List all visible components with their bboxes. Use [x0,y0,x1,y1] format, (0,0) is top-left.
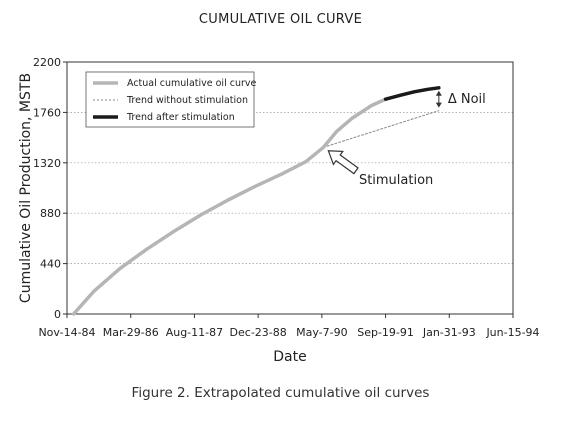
y-tick-label: 0 [54,308,61,321]
y-tick-label: 1760 [33,106,61,119]
series-line-2 [383,86,441,101]
x-tick-label: Mar-29-86 [103,326,159,339]
annotations: Stimulation Δ Noil [327,90,486,188]
x-axis-label: Date [273,349,306,365]
y-tick-label: 440 [40,258,61,271]
x-tick-label: Jun-15-94 [485,326,539,339]
y-tick-label: 2200 [33,56,61,69]
stimulation-arrow [327,150,359,175]
legend-label-actual: Actual cumulative oil curve [127,78,256,89]
x-tick-label: Sep-19-91 [357,326,414,339]
legend-label-trend-without: Trend without stimulation [126,95,248,106]
legend-label-trend-after: Trend after stimulation [126,112,235,123]
x-tick-label: Dec-23-88 [230,326,287,339]
delta-arrow-head-bottom [435,102,442,108]
grid-lines [67,112,513,264]
y-axis-label: Cumulative Oil Production, MSTB [18,73,34,303]
x-axis: Nov-14-84 Mar-29-86 Aug-11-87 Dec-23-88 May-… [38,314,540,339]
y-tick-label: 880 [40,207,61,220]
y-axis: 0 440 880 1320 1760 2200 [33,56,67,321]
x-tick-label: May-7-90 [296,326,347,339]
delta-arrow-head-top [435,90,442,96]
series-line-0 [71,97,388,316]
delta-noil-label: Δ Noil [448,92,486,107]
series-layer [71,86,441,316]
figure-caption: Figure 2. Extrapolated cumulative oil cu… [131,385,430,401]
legend: Actual cumulative oil curve Trend withou… [85,71,256,128]
x-tick-label: Aug-11-87 [166,326,223,339]
series-line-1 [323,110,440,148]
y-tick-label: 1320 [33,157,61,170]
plot-frame [66,61,514,315]
stimulation-label: Stimulation [359,173,433,188]
x-tick-label: Nov-14-84 [38,326,95,339]
x-tick-label: Jan-31-93 [422,326,476,339]
chart-title: CUMULATIVE OIL CURVE [198,12,363,27]
